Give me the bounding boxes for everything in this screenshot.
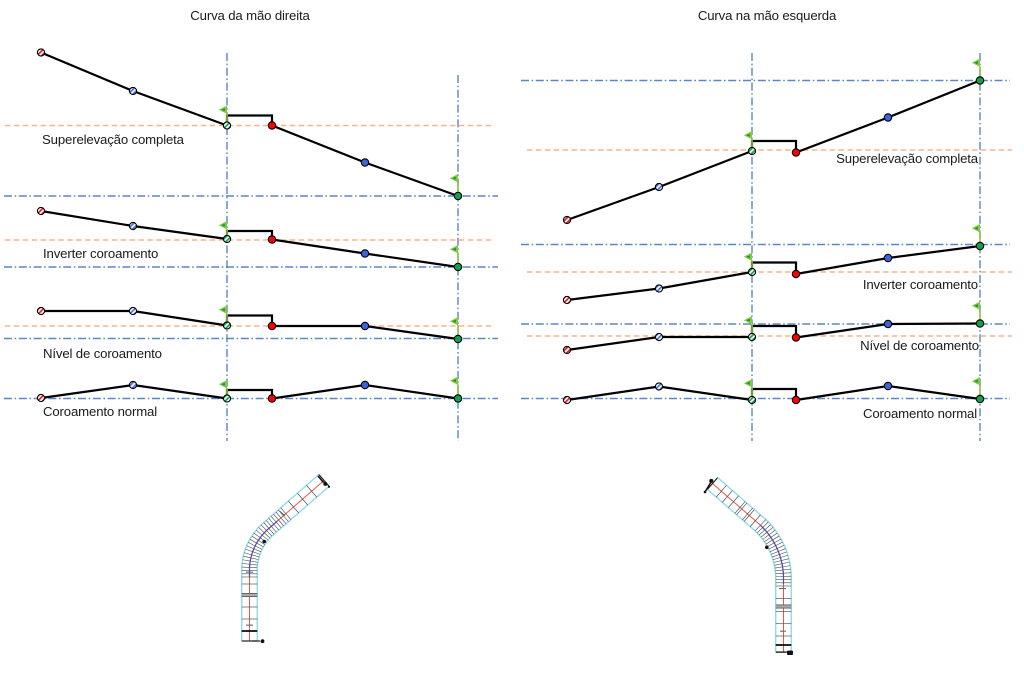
svg-text:Coroamento normal: Coroamento normal bbox=[43, 404, 157, 419]
svg-text:Inverter coroamento: Inverter coroamento bbox=[863, 277, 978, 292]
svg-text:Superelevação completa: Superelevação completa bbox=[42, 132, 185, 147]
svg-text:Nível de coroamento: Nível de coroamento bbox=[43, 346, 162, 361]
svg-text:Nível de coroamento: Nível de coroamento bbox=[860, 338, 979, 353]
svg-text:Inverter coroamento: Inverter coroamento bbox=[43, 246, 158, 261]
svg-text:Superelevação completa: Superelevação completa bbox=[836, 151, 979, 166]
svg-text:Coroamento normal: Coroamento normal bbox=[863, 406, 977, 421]
svg-text:Curva na mão esquerda: Curva na mão esquerda bbox=[698, 8, 837, 23]
svg-text:Curva da mão direita: Curva da mão direita bbox=[190, 8, 310, 23]
